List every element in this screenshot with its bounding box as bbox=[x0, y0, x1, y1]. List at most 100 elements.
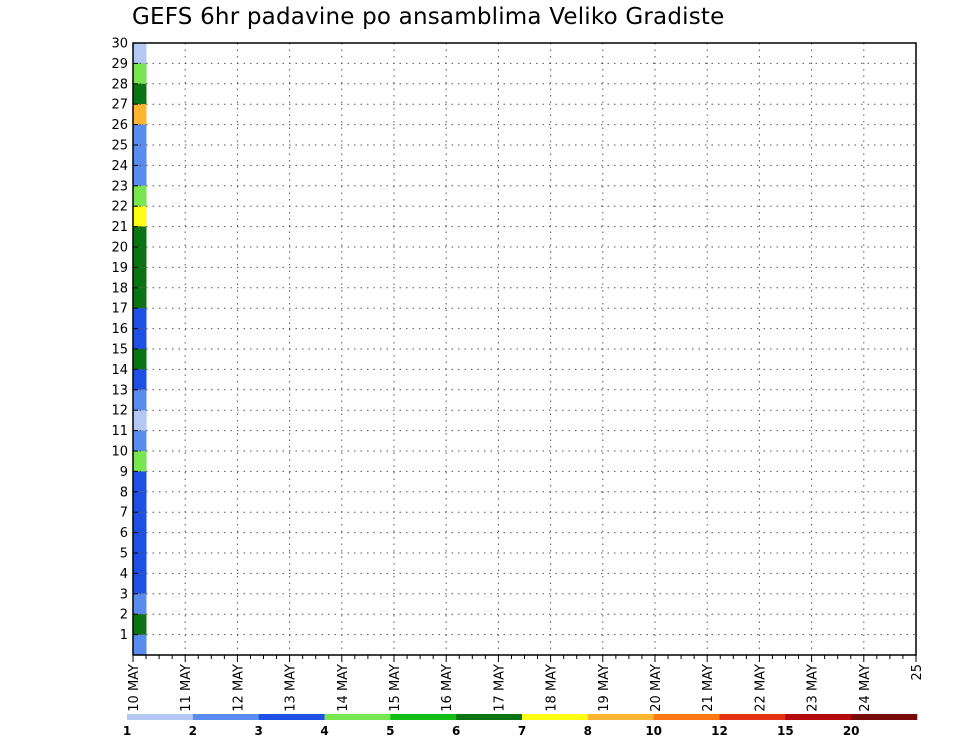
x-tick-label: 20 MAY bbox=[649, 664, 664, 712]
colorbar-swatch bbox=[456, 714, 523, 720]
heatmap-cell bbox=[133, 43, 147, 64]
heatmap-cell bbox=[133, 430, 147, 452]
heatmap-cell bbox=[133, 165, 147, 187]
y-tick-label: 3 bbox=[120, 587, 128, 602]
cells-layer bbox=[133, 43, 147, 656]
heatmap-cell bbox=[133, 83, 147, 105]
heatmap-cell bbox=[133, 104, 147, 125]
y-tick-label: 30 bbox=[111, 37, 128, 52]
heatmap-cell bbox=[133, 512, 147, 533]
heatmap-cell bbox=[133, 410, 147, 431]
colorbar-swatch bbox=[390, 714, 457, 720]
x-tick-label: 14 MAY bbox=[336, 664, 351, 712]
y-tick-label: 22 bbox=[111, 200, 128, 215]
heatmap-cell bbox=[133, 226, 147, 248]
heatmap-cell bbox=[133, 247, 147, 268]
x-tick-label: 23 MAY bbox=[806, 664, 821, 712]
y-tick-label: 24 bbox=[111, 159, 128, 174]
colorbar-swatch bbox=[192, 714, 259, 720]
colorbar-swatch bbox=[653, 714, 720, 720]
colorbar-label: 10 bbox=[645, 724, 662, 738]
heatmap-cell bbox=[133, 491, 147, 513]
colorbar-label: 5 bbox=[386, 724, 394, 738]
colorbar-label: 4 bbox=[320, 724, 328, 738]
heatmap-cell bbox=[133, 328, 147, 350]
heatmap-cell bbox=[133, 471, 147, 493]
y-tick-label: 2 bbox=[120, 608, 128, 623]
x-tick-label: 16 MAY bbox=[440, 664, 455, 712]
x-tick-label: 13 MAY bbox=[284, 664, 299, 712]
heatmap-cell bbox=[133, 389, 147, 411]
x-tick-label: 24 MAY bbox=[858, 664, 873, 712]
colorbar-swatch bbox=[719, 714, 786, 720]
colorbar-label: 1 bbox=[123, 724, 131, 738]
y-tick-label: 21 bbox=[111, 220, 128, 235]
heatmap-cell bbox=[133, 451, 147, 472]
y-tick-label: 10 bbox=[111, 445, 128, 460]
y-tick-label: 8 bbox=[120, 485, 128, 500]
colorbar-label: 15 bbox=[777, 724, 794, 738]
colorbar-swatch bbox=[851, 714, 918, 720]
grid-layer bbox=[133, 43, 916, 655]
x-axis: 10 MAY 11 MAY 12 MAY 13 MAY 14 MAY 15 MAY 16 M… bbox=[127, 655, 925, 712]
x-tick-label: 10 MAY bbox=[127, 664, 142, 712]
colorbar-swatch bbox=[587, 714, 654, 720]
heatmap-cell bbox=[133, 349, 147, 370]
x-tick-label: 21 MAY bbox=[701, 664, 716, 712]
colorbar-label: 20 bbox=[843, 724, 860, 738]
y-tick-label: 9 bbox=[120, 465, 128, 480]
colorbar-label: 6 bbox=[452, 724, 460, 738]
y-tick-label: 14 bbox=[111, 363, 128, 378]
colorbar-swatch bbox=[324, 714, 391, 720]
y-tick-label: 11 bbox=[111, 424, 128, 439]
y-tick-label: 17 bbox=[111, 302, 128, 317]
y-tick-label: 28 bbox=[111, 77, 128, 92]
heatmap-cell bbox=[133, 145, 147, 166]
heatmap-cell bbox=[133, 124, 147, 146]
y-tick-label: 26 bbox=[111, 118, 128, 133]
heatmap-cell bbox=[133, 553, 147, 574]
heatmap-cell bbox=[133, 593, 147, 615]
x-tick-label: 19 MAY bbox=[597, 664, 612, 712]
y-tick-label: 20 bbox=[111, 241, 128, 256]
x-tick-label: 11 MAY bbox=[179, 664, 194, 712]
colorbar-swatch bbox=[258, 714, 325, 720]
x-tick-label: 15 MAY bbox=[388, 664, 403, 712]
colorbar-swatch bbox=[522, 714, 589, 720]
y-tick-label: 13 bbox=[111, 383, 128, 398]
colorbar: 1 2 3 4 5 6 7 8 10 12 15 20 bbox=[123, 714, 918, 738]
colorbar-label: 3 bbox=[254, 724, 262, 738]
heatmap-cell bbox=[133, 267, 147, 289]
y-tick-label: 4 bbox=[120, 567, 128, 582]
colorbar-label: 8 bbox=[584, 724, 592, 738]
x-tick-label: 12 MAY bbox=[231, 664, 246, 712]
y-tick-label: 1 bbox=[120, 628, 128, 643]
y-tick-label: 23 bbox=[111, 179, 128, 194]
heatmap-cell bbox=[133, 206, 147, 227]
heatmap-cell bbox=[133, 634, 147, 656]
x-tick-label: 22 MAY bbox=[753, 664, 768, 712]
y-tick-label: 7 bbox=[120, 506, 128, 521]
heatmap-cell bbox=[133, 369, 147, 391]
colorbar-label: 7 bbox=[518, 724, 526, 738]
colorbar-label: 2 bbox=[189, 724, 197, 738]
x-tick-label: 17 MAY bbox=[492, 664, 507, 712]
y-tick-label: 29 bbox=[111, 57, 128, 72]
x-tick-label: 18 MAY bbox=[545, 664, 560, 712]
heatmap-cell bbox=[133, 287, 147, 309]
x-tick-label: 25 bbox=[910, 664, 925, 681]
y-tick-label: 27 bbox=[111, 98, 128, 113]
heatmap-cell bbox=[133, 614, 147, 635]
heatmap-cell bbox=[133, 63, 147, 85]
y-tick-label: 12 bbox=[111, 404, 128, 419]
y-tick-label: 18 bbox=[111, 281, 128, 296]
colorbar-swatch bbox=[127, 714, 194, 720]
y-tick-label: 6 bbox=[120, 526, 128, 541]
heatmap-cell bbox=[133, 573, 147, 595]
y-tick-label: 25 bbox=[111, 139, 128, 154]
y-tick-label: 19 bbox=[111, 261, 128, 276]
colorbar-label: 12 bbox=[711, 724, 728, 738]
y-tick-label: 5 bbox=[120, 547, 128, 562]
colorbar-swatch bbox=[785, 714, 852, 720]
